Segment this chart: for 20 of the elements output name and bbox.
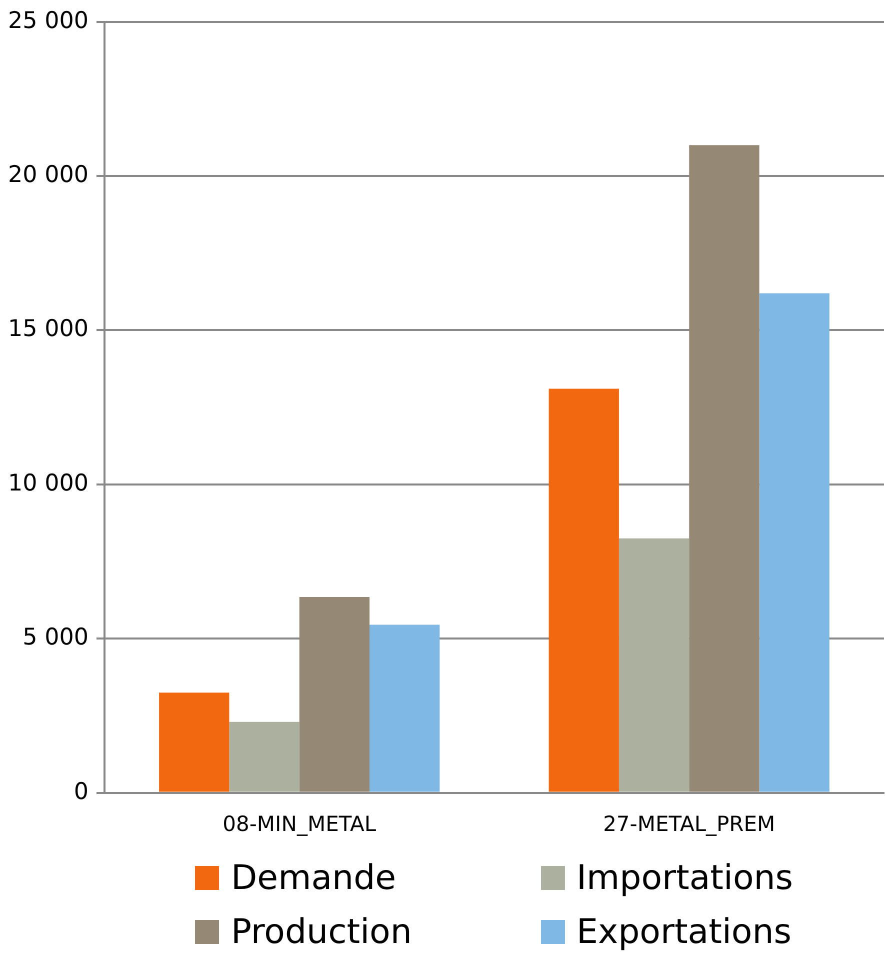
bar (689, 145, 760, 792)
x-tick-label: 27-METAL_PREM (603, 812, 776, 836)
bar (618, 538, 690, 792)
bar (370, 624, 440, 792)
y-tick-label: 10 000 (8, 470, 88, 496)
y-tick-label: 15 000 (8, 316, 88, 342)
x-tick-label: 08-MIN_METAL (222, 812, 376, 836)
bar (299, 596, 370, 792)
y-tick-label: 0 (74, 778, 88, 805)
y-tick-label: 20 000 (8, 162, 88, 188)
bar (159, 692, 230, 792)
y-tick-label: 5 000 (22, 624, 88, 651)
legend-label: Production (231, 912, 412, 952)
legend-label: Exportations (576, 912, 792, 952)
bar (759, 293, 830, 792)
legend-label: Demande (231, 858, 396, 898)
bar (548, 388, 619, 792)
legend-label: Importations (576, 858, 794, 898)
bar (229, 722, 300, 792)
y-tick-label: 25 000 (8, 8, 88, 34)
